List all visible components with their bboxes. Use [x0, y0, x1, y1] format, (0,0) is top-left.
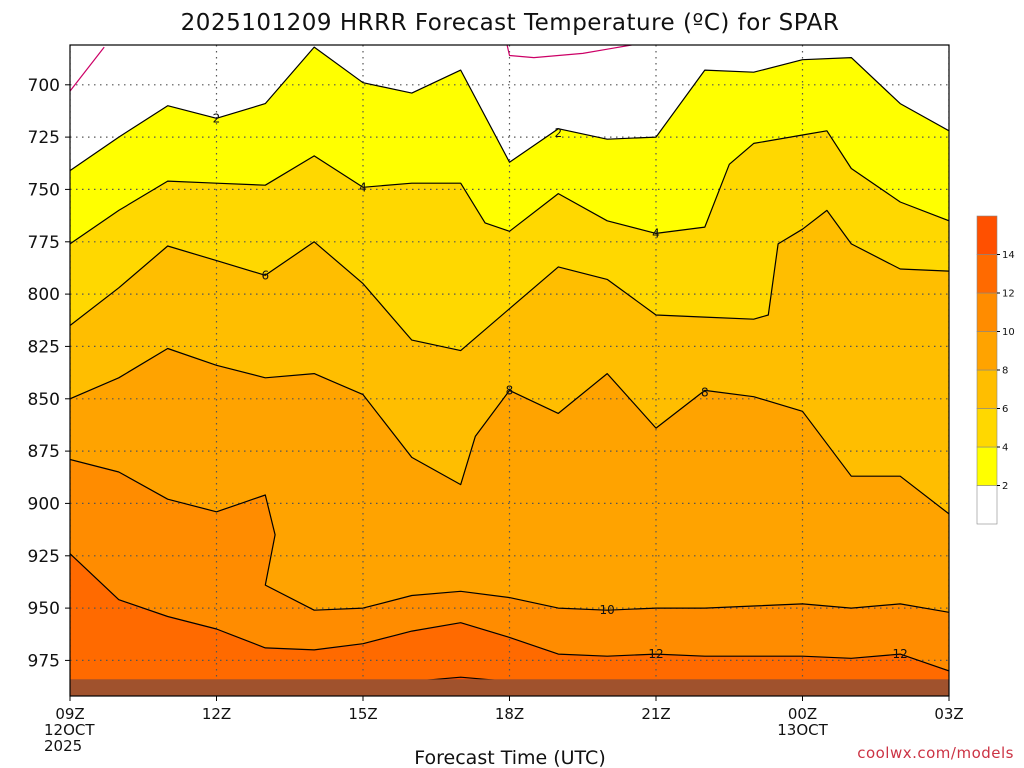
y-tick-label-850: 850 — [28, 390, 60, 410]
y-tick-label-875: 875 — [28, 442, 60, 462]
colorbar-swatch-8-10 — [976, 331, 998, 371]
contour-label-4: 6 — [261, 268, 269, 282]
x-tick-label-5-1: 13OCT — [777, 721, 828, 739]
colorbar-swatch-14-16 — [976, 215, 998, 255]
y-tick-label-900: 900 — [28, 494, 60, 514]
x-tick-label-6-0: 03Z — [934, 705, 963, 723]
colorbar-label-12: 12 — [1002, 289, 1015, 300]
colorbar-label-14: 14 — [1002, 250, 1015, 261]
x-tick-label-0-2: 2025 — [44, 737, 82, 755]
colorbar-label-8: 8 — [1002, 366, 1008, 377]
contour-label-9: 12 — [893, 647, 908, 661]
y-tick-label-925: 925 — [28, 547, 60, 567]
y-tick-label-825: 825 — [28, 337, 60, 357]
isotherm-8-line-0 — [70, 347, 949, 515]
contour-label-8: 12 — [648, 647, 663, 661]
colorbar-label-2: 2 — [1002, 481, 1008, 492]
y-tick-label-975: 975 — [28, 651, 60, 671]
colorbar-label-6: 6 — [1002, 404, 1008, 415]
contour-label-0: 2 — [213, 111, 221, 125]
terrain-band — [70, 679, 949, 696]
y-tick-label-800: 800 — [28, 285, 60, 305]
contour-label-7: 10 — [600, 603, 615, 617]
plot-area — [70, 45, 949, 696]
colorbar-swatch-0-2 — [976, 485, 998, 525]
y-tick-label-775: 775 — [28, 233, 60, 253]
isotherm-0-line-0 — [70, 46, 105, 92]
colorbar-label-10: 10 — [1002, 327, 1015, 338]
x-tick-label-1-0: 12Z — [202, 705, 231, 723]
y-tick-label-750: 750 — [28, 180, 60, 200]
isotherm-12-line-0 — [70, 553, 949, 672]
isotherm-0-line-1 — [506, 45, 632, 59]
colorbar-swatch-4-6 — [976, 408, 998, 448]
y-tick-label-700: 700 — [28, 76, 60, 96]
colorbar-label-4: 4 — [1002, 443, 1008, 454]
contour-label-2: 4 — [359, 180, 367, 194]
contour-labels: 2 2 4 4 6 8 8 10 12 12 — [213, 111, 908, 661]
isotherm-10-line-0 — [70, 458, 949, 613]
x-axis-label: Forecast Time (UTC) — [414, 747, 605, 768]
x-tick-label-0-0: 09Z — [55, 705, 84, 723]
contour-label-1: 2 — [554, 126, 562, 140]
x-tick-label-0-1: 12OCT — [44, 721, 95, 739]
colorbar-swatch-6-8 — [976, 369, 998, 409]
y-tick-label-725: 725 — [28, 128, 60, 148]
colorbar-legend: 2 4 6 8 10 12 14 — [976, 215, 1015, 525]
isotherm-lines — [70, 45, 949, 687]
colorbar-swatch-12-14 — [976, 254, 998, 294]
isotherm-2-line-0 — [70, 46, 949, 172]
temperature-fill-bands — [70, 45, 949, 696]
x-tick-label-4-0: 21Z — [641, 705, 670, 723]
grid-lines — [70, 45, 949, 696]
x-tick-label-2-0: 15Z — [348, 705, 377, 723]
fill-band-12-14 — [70, 553, 949, 696]
y-tick-label-950: 950 — [28, 599, 60, 619]
y-axis-ticks: 700 725 750 775 800 825 850 875 900 925 950 975 — [28, 76, 70, 671]
colorbar-swatch-10-12 — [976, 292, 998, 332]
x-tick-label-5-0: 00Z — [788, 705, 817, 723]
isotherm-6-line-0 — [70, 209, 949, 352]
terrain-rect — [70, 679, 949, 696]
fill-band-10-12 — [70, 459, 949, 696]
chart-title: 2025101209 HRRR Forecast Temperature (ºC… — [181, 10, 840, 36]
contour-label-3: 4 — [652, 226, 660, 240]
isotherm-4-line-0 — [70, 130, 949, 245]
contour-label-6: 8 — [701, 386, 709, 400]
contour-label-5: 8 — [506, 383, 514, 397]
credit-text: coolwx.com/models — [857, 744, 1014, 762]
x-tick-label-3-0: 18Z — [495, 705, 524, 723]
colorbar-swatch-2-4 — [976, 446, 998, 486]
